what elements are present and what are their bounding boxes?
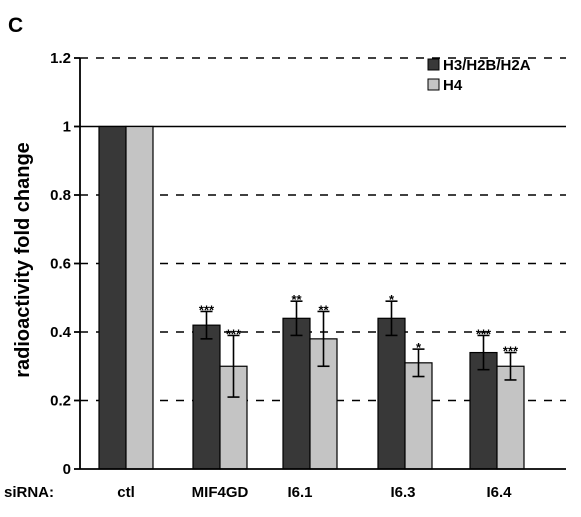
y-tick-label: 1	[63, 119, 71, 136]
axes: ctl MIF4GD I6.1 I6.3 I6.4 0 0.2 0.4 0.6 0.8 1 1.2	[50, 50, 566, 501]
bar-I6.3-1	[404, 362, 433, 470]
x-tick-label: I6.4	[486, 484, 512, 501]
x-tick-label: I6.3	[390, 484, 415, 501]
significance-label: ***	[503, 344, 519, 359]
y-tick-label: 1.2	[50, 50, 71, 67]
y-tick-label: 0	[63, 461, 71, 478]
bar-MIF4GD-0	[192, 324, 221, 470]
panel-label: C	[8, 14, 23, 37]
legend-entry-1: H4	[443, 77, 463, 94]
y-tick-label: 0.6	[50, 256, 71, 273]
significance-label: ***	[226, 326, 242, 341]
bars: ******************	[98, 125, 525, 470]
x-axis-prefix: siRNA:	[4, 484, 54, 501]
bar-I6.3-0	[377, 317, 406, 470]
significance-label: **	[318, 302, 329, 317]
x-tick-label: MIF4GD	[192, 484, 249, 501]
y-tick-label: 0.8	[50, 187, 71, 204]
legend-swatch-0	[427, 58, 440, 71]
y-tick-label: 0.2	[50, 393, 71, 410]
legend: H3/H2B/H2A H4	[427, 57, 531, 94]
significance-label: ***	[476, 326, 492, 341]
significance-label: *	[416, 340, 422, 355]
x-tick-label: ctl	[117, 484, 135, 501]
legend-entry-0: H3/H2B/H2A	[443, 57, 531, 74]
x-tick-label: I6.1	[287, 484, 312, 501]
bar-I6.1-0	[282, 317, 311, 470]
legend-swatch-1	[427, 78, 440, 91]
y-tick-label: 0.4	[50, 324, 72, 341]
y-axis-title: radioactivity fold change	[12, 142, 34, 378]
bar-ctl-1	[125, 125, 154, 470]
significance-label: **	[291, 292, 302, 307]
significance-label: ***	[199, 302, 215, 317]
bar-ctl-0	[98, 125, 127, 470]
significance-label: *	[389, 292, 395, 307]
bar-I6.4-1	[496, 365, 525, 470]
